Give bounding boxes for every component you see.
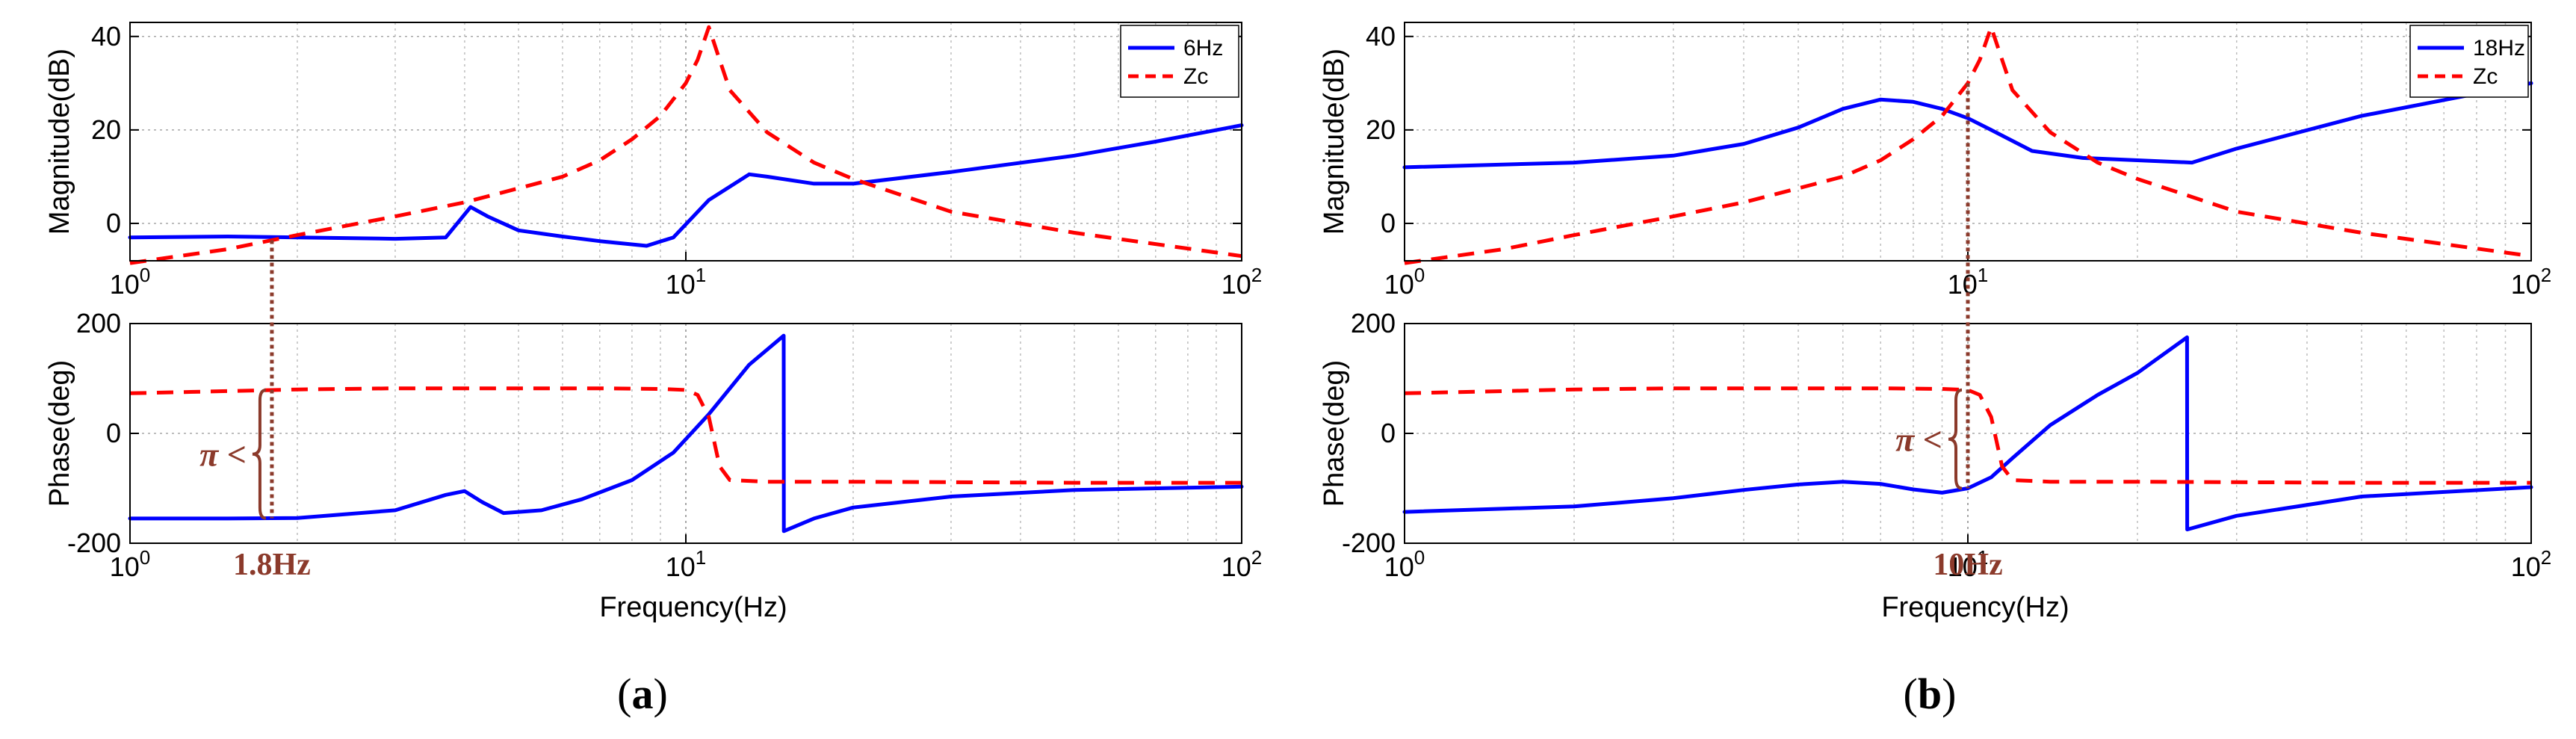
panel-b-phase-ytick-label: 200	[1351, 308, 1396, 338]
panel-a-magnitude-legend-label: Zc	[1183, 64, 1208, 89]
panel-a-phase-series-line	[128, 333, 1244, 534]
panel-a-magnitude-series-line	[128, 123, 1244, 248]
axis-labels-layer: Magnitude(dB) Phase(deg) Frequency(Hz) Magn…	[44, 49, 2069, 623]
panel-b-magnitude-xtick-label: 101	[1948, 264, 1989, 300]
axes-frames-layer	[129, 22, 2532, 544]
caption-a: (a)	[617, 670, 668, 718]
panel-b-magnitude-ytick-label: 0	[1381, 208, 1396, 238]
tick-labels-layer: 0 20 40 100 101 102 -200 0 200 100 101 102 0 20 40 100 1…	[67, 21, 2551, 582]
panel-b-phase-ytick-label: 0	[1381, 418, 1396, 448]
series-layer	[128, 25, 2533, 534]
panel-a-phase-ytick-label: 0	[106, 418, 121, 448]
panel-a-magnitude-xtick-label: 102	[1222, 264, 1263, 300]
panel-a-magnitude-ytick-label: 0	[106, 208, 121, 238]
panel-b-phase-xtick-label: 102	[2511, 546, 2552, 582]
panel-b-magnitude-ylabel: Magnitude(dB)	[1319, 49, 1350, 235]
panel-b-magnitude-ytick-label: 40	[1366, 21, 1396, 52]
panel-b-phase-ylabel: Phase(deg)	[1319, 360, 1350, 507]
panel-b-magnitude-legend-box	[2409, 25, 2529, 98]
panel-a-phase-series-zc	[129, 386, 1242, 485]
panel-b-magnitude-series-line	[1402, 81, 2533, 170]
grid-layer	[130, 22, 2531, 543]
panel-a-magnitude-xtick-label: 101	[666, 264, 707, 300]
panel-a-magnitude-ylabel: Magnitude(dB)	[44, 49, 75, 235]
panel-b-phase-series-line	[1402, 335, 2533, 532]
panel-a-phase-xtick-label: 101	[666, 546, 707, 582]
panel-b-magnitude-legend-label: 18Hz	[2473, 36, 2525, 61]
panel-a-magnitude-legend-label: 6Hz	[1183, 36, 1223, 61]
panel-a-phase-xtick-label: 100	[110, 546, 151, 582]
panel-a-magnitude-series-zc	[129, 25, 1242, 265]
panel-b-magnitude-xtick-label: 100	[1384, 264, 1425, 300]
panel-a-magnitude-xtick-label: 100	[110, 264, 151, 300]
panel-a-phase-ytick-label: 200	[76, 308, 121, 338]
legend-layer: 6Hz Zc 18Hz Zc	[1120, 25, 2529, 98]
panel-a-magnitude-ytick-label: 20	[91, 114, 121, 145]
panel-b-magnitude-ytick-label: 20	[1366, 114, 1396, 145]
annotation-pi-a: π <	[199, 436, 247, 474]
panel-b-magnitude-legend-label: Zc	[2473, 64, 2498, 89]
panel-b-phase-xtick-label: 100	[1384, 546, 1425, 582]
annotation-bracket-b	[1948, 388, 1963, 490]
panel-b-phase-series-zc	[1404, 386, 2531, 485]
panel-a-phase-ylabel: Phase(deg)	[44, 360, 75, 507]
panel-a-phase-xtick-label: 102	[1222, 546, 1263, 582]
panel-a-magnitude-ytick-label: 40	[91, 21, 121, 52]
annotation-frequency-a: 1.8Hz	[233, 548, 311, 582]
annotation-layer: π < 1.8Hz π < 10Hz	[199, 83, 2003, 582]
panel-b-phase-xlabel: Frequency(Hz)	[1881, 592, 2069, 623]
annotation-pi-b: π <	[1895, 421, 1942, 459]
caption-b: (b)	[1904, 670, 1957, 718]
annotation-frequency-b: 10Hz	[1933, 548, 2002, 582]
panel-a-magnitude-legend-box	[1120, 25, 1239, 98]
panel-b-phase-ytick-label: -200	[1342, 528, 1396, 558]
panel-b-phase-xtick-label: 101	[1948, 546, 1989, 582]
panel-a-phase-xlabel: Frequency(Hz)	[599, 592, 787, 623]
panel-b-magnitude-axes-frame	[1404, 22, 2532, 262]
annotation-bracket-a	[252, 389, 267, 520]
panel-b-magnitude-xtick-label: 102	[2511, 264, 2552, 300]
panel-a-phase-ytick-label: -200	[67, 528, 121, 558]
panel-b-magnitude-series-zc	[1404, 25, 2532, 265]
